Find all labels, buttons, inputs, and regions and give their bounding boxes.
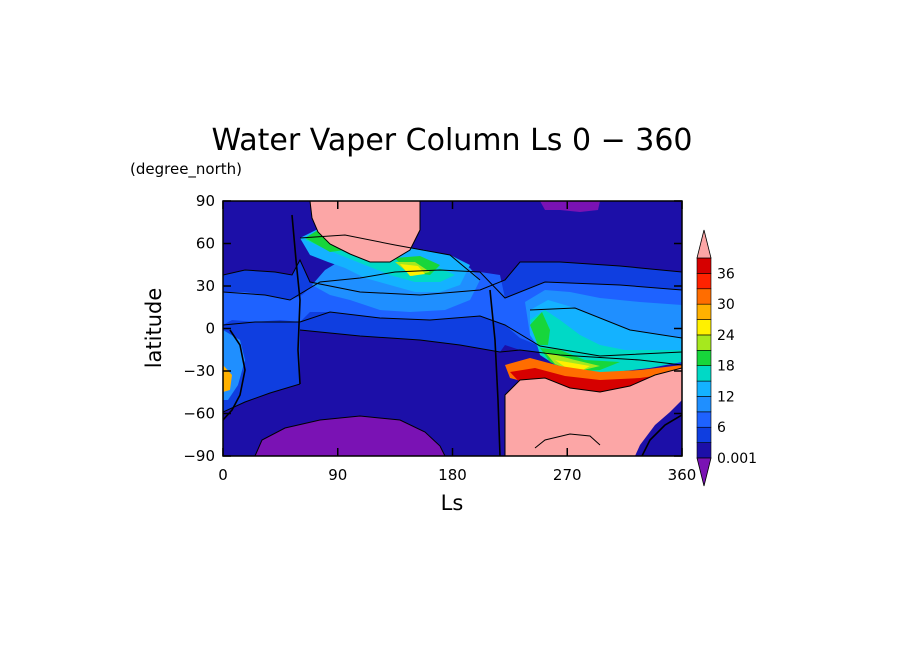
colorbar-under-triangle xyxy=(696,457,712,487)
y-tick-label: 30 xyxy=(196,277,215,295)
x-tick-label: 90 xyxy=(328,466,347,484)
field-over-south xyxy=(505,368,682,456)
colorbar-over-triangle xyxy=(696,229,712,259)
x-tick-label: 270 xyxy=(553,466,582,484)
colorbar-swatch xyxy=(696,442,712,459)
colorbar-label: 12 xyxy=(717,389,735,405)
field-band-15 xyxy=(305,232,682,372)
colorbar-swatch xyxy=(696,257,712,274)
chart-title: Water Vaper Column Ls 0 − 360 xyxy=(211,123,692,158)
y-tick-label: 0 xyxy=(205,320,215,338)
y-axis-label: latitude xyxy=(142,288,166,369)
y-units-label: (degree_north) xyxy=(130,160,242,179)
contour-lines xyxy=(223,201,682,456)
x-tick-label: 0 xyxy=(218,466,228,484)
x-tick-label: 360 xyxy=(668,466,697,484)
colorbar-label: 6 xyxy=(717,420,726,436)
colorbar-label: 24 xyxy=(717,328,735,344)
field-band-24 xyxy=(400,264,590,374)
colorbar-swatch xyxy=(696,396,712,413)
x-tick-label: 180 xyxy=(438,466,467,484)
y-tick-label: −60 xyxy=(183,405,215,423)
field-over-north xyxy=(310,201,420,262)
dense-contours xyxy=(223,214,682,456)
y-tick-label: −30 xyxy=(183,362,215,380)
y-tick-label: 60 xyxy=(196,235,215,253)
colorbar-label: 36 xyxy=(717,266,735,282)
colorbar-swatch xyxy=(696,334,712,351)
y-tick-label: −90 xyxy=(183,447,215,465)
colorbar-swatch xyxy=(696,273,712,290)
colorbar-swatch xyxy=(696,350,712,366)
colorbar-label: 18 xyxy=(717,359,735,375)
field-under-south xyxy=(255,416,445,456)
y-axis: 90 60 30 0 −30 −60 −90 xyxy=(183,192,682,465)
colorbar: 0.001 6 12 18 24 30 36 xyxy=(696,229,757,487)
field-band-18 xyxy=(305,230,620,372)
colorbar-swatch xyxy=(696,380,712,397)
x-axis: 0 90 180 270 360 xyxy=(218,201,696,484)
colorbar-swatch xyxy=(696,303,712,320)
plot-area xyxy=(223,201,682,456)
colorbar-label: 0.001 xyxy=(717,451,757,467)
field-under-north xyxy=(540,201,600,212)
y-tick-label: 90 xyxy=(196,192,215,210)
colorbar-swatch xyxy=(696,411,712,428)
colorbar-swatch xyxy=(696,288,712,305)
colorbar-swatch xyxy=(696,426,712,443)
x-axis-label: Ls xyxy=(441,491,464,515)
colorbar-label: 30 xyxy=(717,297,735,313)
colorbar-swatch xyxy=(696,319,712,336)
colorbar-swatch xyxy=(696,365,712,382)
